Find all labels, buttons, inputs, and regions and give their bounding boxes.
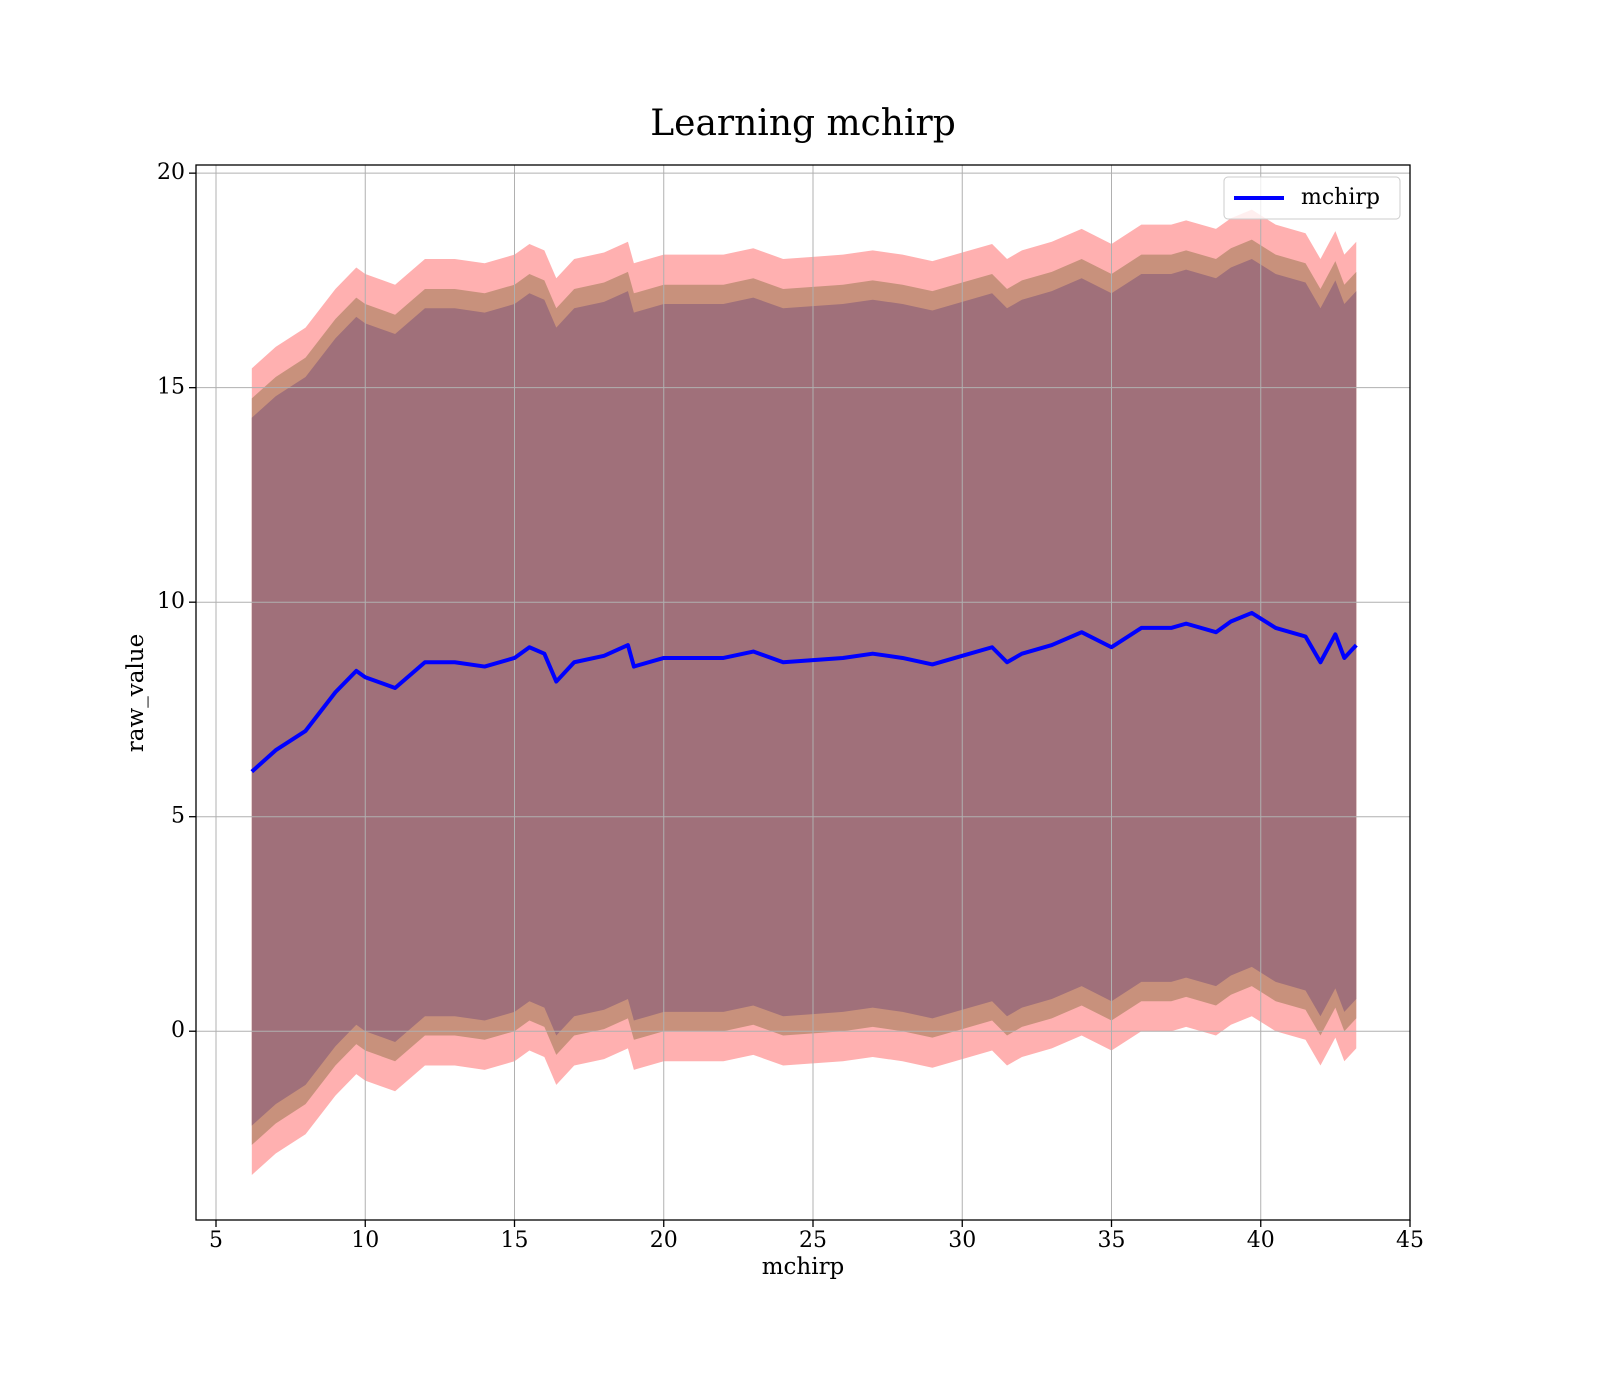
x-tick-label: 45 xyxy=(1396,1228,1424,1253)
x-tick-label: 35 xyxy=(1097,1228,1125,1253)
x-tick-label: 30 xyxy=(948,1228,976,1253)
x-tick-label: 40 xyxy=(1247,1228,1275,1253)
x-tick-label: 15 xyxy=(500,1228,528,1253)
x-tick-label: 25 xyxy=(799,1228,827,1253)
y-tick-label: 20 xyxy=(157,160,185,185)
chart-title: Learning mchirp xyxy=(650,103,956,144)
y-tick-label: 10 xyxy=(157,589,185,614)
legend-label: mchirp xyxy=(1301,185,1380,210)
line xyxy=(250,610,1358,774)
legend-box xyxy=(1223,176,1401,220)
x-tick-label: 20 xyxy=(650,1228,678,1253)
x-tick-label: 10 xyxy=(351,1228,379,1253)
x-tick-label: 5 xyxy=(209,1228,223,1253)
band xyxy=(251,258,1357,1126)
y-tick-label: 5 xyxy=(171,804,185,829)
plot-frame xyxy=(195,164,1411,1221)
x-axis-label: mchirp xyxy=(762,1254,845,1280)
y-tick-label: 15 xyxy=(157,375,185,400)
legend: mchirp xyxy=(1223,176,1401,220)
y-axis-label: raw_value xyxy=(123,634,149,752)
y-tick-label: 0 xyxy=(171,1018,185,1043)
